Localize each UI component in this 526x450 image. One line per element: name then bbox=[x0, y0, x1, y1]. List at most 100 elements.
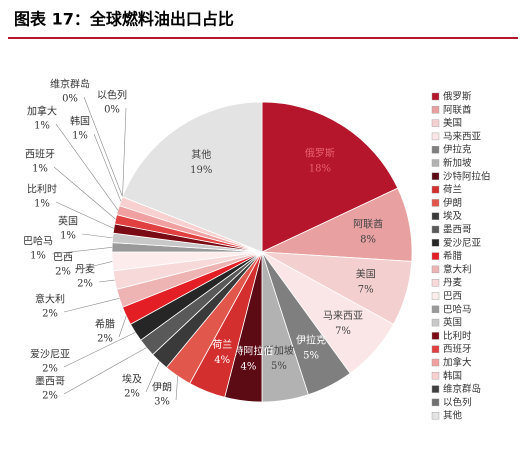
value-label: 4% bbox=[214, 355, 230, 366]
legend-swatch bbox=[431, 318, 440, 327]
value-label: 2% bbox=[97, 334, 113, 345]
legend-swatch bbox=[431, 119, 440, 127]
value-label: 18% bbox=[309, 163, 331, 174]
slice-label: 俄罗斯 bbox=[305, 146, 335, 159]
legend-swatch bbox=[431, 199, 440, 207]
leader-line bbox=[122, 107, 127, 197]
legend-swatch bbox=[431, 252, 440, 260]
legend-label: 巴西 bbox=[443, 291, 462, 302]
legend-swatch bbox=[431, 332, 440, 340]
slice-label: 阿联酋 bbox=[353, 217, 383, 230]
legend-label: 西班牙 bbox=[443, 343, 472, 355]
slice-label: 希腊 bbox=[95, 318, 115, 331]
leader-line bbox=[76, 261, 113, 271]
slice-label: 埃及 bbox=[122, 373, 142, 386]
legend-label: 美国 bbox=[443, 117, 462, 129]
value-label: 2% bbox=[55, 267, 71, 278]
legend-swatch bbox=[431, 345, 440, 353]
pie-slice bbox=[122, 101, 263, 253]
leader-line bbox=[55, 201, 114, 229]
value-label: 4% bbox=[241, 362, 257, 373]
value-label: 5% bbox=[303, 351, 319, 362]
legend-label: 英国 bbox=[443, 317, 462, 329]
legend-label: 爱沙尼亚 bbox=[443, 237, 482, 249]
legend-label: 伊拉克 bbox=[443, 144, 472, 156]
legend-swatch bbox=[431, 92, 440, 101]
leader-line bbox=[63, 332, 136, 368]
legend-label: 阿联酋 bbox=[443, 104, 472, 116]
slice-label: 其他 bbox=[191, 148, 211, 161]
value-label: 3% bbox=[154, 397, 170, 408]
value-label: 7% bbox=[335, 326, 351, 337]
value-label: 2% bbox=[42, 391, 58, 402]
legend-swatch bbox=[431, 292, 440, 300]
value-label: 2% bbox=[124, 389, 140, 400]
legend-label: 丹麦 bbox=[443, 277, 463, 289]
legend-label: 其他 bbox=[443, 410, 463, 422]
value-label: 2% bbox=[42, 309, 58, 320]
legend-label: 意大利 bbox=[443, 263, 472, 275]
slice-label: 韩国 bbox=[70, 115, 90, 128]
legend-swatch bbox=[431, 385, 440, 393]
legend-swatch bbox=[431, 279, 440, 287]
leader-line bbox=[98, 279, 115, 283]
slice-label: 丹麦 bbox=[75, 264, 95, 276]
leader-line bbox=[118, 315, 127, 338]
slice-label: 墨西哥 bbox=[35, 376, 65, 388]
legend-swatch bbox=[431, 225, 440, 234]
legend-label: 希腊 bbox=[443, 250, 463, 262]
leader-line bbox=[145, 361, 160, 393]
legend-swatch bbox=[431, 145, 440, 154]
legend-swatch bbox=[431, 172, 440, 181]
slice-label: 马来西亚 bbox=[323, 310, 363, 322]
value-label: 1% bbox=[34, 199, 50, 210]
leader-line bbox=[63, 347, 147, 395]
value-label: 8% bbox=[360, 234, 376, 245]
pie-slice bbox=[261, 101, 399, 253]
leader-line bbox=[63, 298, 120, 313]
leader-line bbox=[55, 123, 119, 211]
legend-label: 韩国 bbox=[443, 370, 462, 382]
legend-swatch bbox=[431, 265, 440, 274]
slice-label: 伊朗 bbox=[152, 382, 172, 394]
slice-label: 西班牙 bbox=[25, 149, 55, 161]
legend-label: 伊朗 bbox=[443, 197, 462, 209]
value-label: 5% bbox=[271, 361, 287, 372]
slice-label: 美国 bbox=[356, 268, 376, 281]
value-label: 1% bbox=[72, 131, 88, 142]
value-label: 7% bbox=[358, 285, 374, 296]
legend-swatch bbox=[431, 132, 440, 141]
legend-swatch bbox=[431, 212, 440, 220]
legend-label: 沙特阿拉伯 bbox=[443, 170, 491, 182]
value-label: 1% bbox=[32, 164, 48, 175]
legend-swatch bbox=[431, 239, 440, 247]
legend-label: 以色列 bbox=[443, 396, 472, 408]
leader-line bbox=[51, 246, 113, 255]
slice-label: 以色列 bbox=[97, 89, 127, 102]
slice-label: 新加坡 bbox=[264, 344, 294, 357]
legend-label: 比利时 bbox=[443, 330, 472, 342]
leader-line bbox=[93, 133, 122, 202]
legend-label: 埃及 bbox=[443, 210, 463, 222]
legend-swatch bbox=[431, 305, 440, 313]
chart-title: 图表 17：全球燃料油出口占比 bbox=[14, 10, 234, 29]
leader-line bbox=[175, 376, 178, 401]
value-label: 0% bbox=[104, 105, 120, 116]
legend-label: 墨西哥 bbox=[443, 225, 472, 236]
slice-label: 荷兰 bbox=[212, 338, 232, 351]
value-label: 0% bbox=[62, 94, 78, 105]
slice-label: 维京群岛 bbox=[50, 78, 90, 91]
legend-label: 新加坡 bbox=[443, 157, 472, 169]
leader-line bbox=[81, 233, 113, 239]
leader-line bbox=[53, 166, 116, 220]
legend-swatch bbox=[431, 185, 440, 194]
value-label: 2% bbox=[77, 279, 93, 290]
legend-swatch bbox=[431, 372, 440, 380]
value-label: 2% bbox=[42, 364, 58, 375]
legend-swatch bbox=[431, 159, 440, 167]
slice-label: 意大利 bbox=[35, 293, 65, 306]
value-label: 1% bbox=[34, 121, 50, 132]
legend-label: 巴哈马 bbox=[443, 303, 472, 315]
legend-label: 加拿大 bbox=[443, 357, 472, 369]
